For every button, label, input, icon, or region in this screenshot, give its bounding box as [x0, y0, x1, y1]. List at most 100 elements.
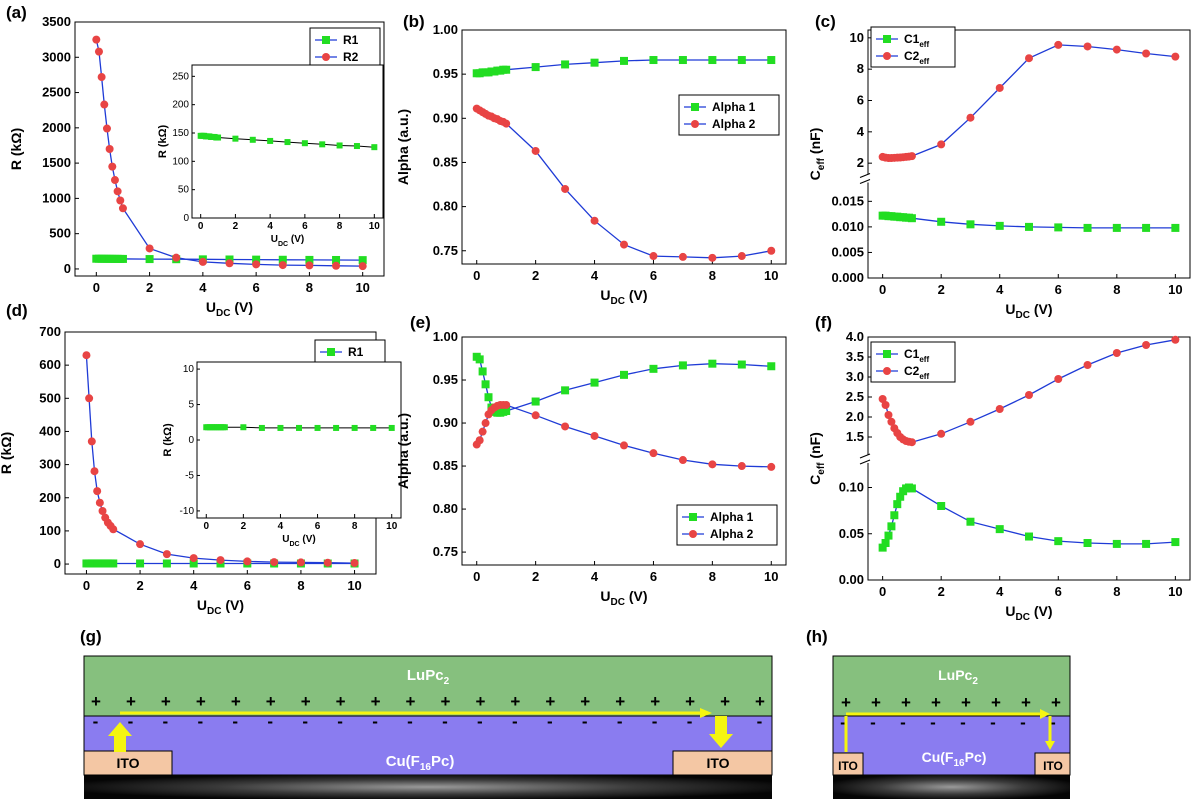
data-point-circle [198, 257, 207, 266]
y-tick-label: 0.95 [433, 66, 458, 81]
negative-charge: - [960, 713, 966, 732]
legend-label: Alpha 2 [712, 117, 756, 131]
data-point-square [907, 214, 916, 223]
data-point-square [561, 60, 570, 69]
negative-charge: - [302, 712, 308, 731]
panel-label-h: (h) [806, 627, 828, 646]
data-point-square [649, 364, 658, 373]
positive-charge: + [266, 692, 276, 711]
y-tick-label: 2.5 [846, 389, 864, 404]
x-tick-label: 0 [93, 280, 100, 295]
data-point-square [162, 559, 171, 568]
x-axis-label: UDC (V) [600, 287, 647, 307]
data-point-circle [966, 417, 975, 426]
data-point-circle [110, 176, 119, 185]
data-point-square [966, 220, 975, 229]
data-point-circle [678, 456, 687, 465]
data-point-circle [767, 246, 776, 255]
data-point-circle [278, 261, 287, 270]
data-point-circle [216, 556, 225, 565]
negative-charge: - [930, 713, 936, 732]
data-point-square [590, 58, 599, 67]
data-point-square [278, 255, 287, 264]
negative-charge: - [267, 712, 273, 731]
positive-charge: + [231, 692, 241, 711]
legend-label: R2 [343, 50, 359, 64]
luPc-layer-h [832, 655, 1071, 717]
positive-charge: + [406, 692, 416, 711]
data-point-square [883, 350, 891, 358]
inset-y-axis-label: R (kΩ) [157, 125, 169, 159]
y-tick-label: 0.00 [839, 572, 864, 587]
inset-bg [197, 362, 401, 518]
x-tick-label: 10 [355, 280, 369, 295]
data-point-circle [531, 411, 540, 420]
data-point-square [189, 559, 198, 568]
y-tick-label: 0.015 [831, 193, 864, 208]
y-tick-label: 3000 [42, 49, 71, 64]
x-tick-label: 0 [879, 282, 886, 297]
negative-charge: - [128, 712, 134, 731]
inset-y-tick-label: 0 [183, 213, 189, 224]
axes-frame [461, 336, 787, 566]
y-tick-label: 2500 [42, 85, 71, 100]
negative-charge: - [900, 713, 906, 732]
y-tick-label: 8 [857, 61, 864, 76]
data-point-circle [322, 53, 330, 61]
ito-label-right-h: ITO [1043, 759, 1063, 773]
x-tick-label: 6 [244, 578, 251, 593]
data-point-circle [172, 253, 181, 262]
y-axis-label: R (kΩ) [0, 432, 14, 474]
extraction-arrowhead-h [1045, 741, 1055, 750]
legend-label: C2eff [904, 49, 929, 66]
data-point-circle [1112, 349, 1121, 357]
x-tick-label: 10 [347, 578, 361, 593]
inset-y-tick-label: -10 [180, 506, 195, 517]
data-point-square [1142, 539, 1151, 548]
axis-break-mark [859, 172, 871, 179]
legend-label: Alpha 2 [710, 527, 754, 541]
y-tick-label: 3.5 [846, 349, 864, 364]
data-point-circle [590, 216, 599, 225]
y-axis-label: Ceff (nF) [807, 128, 827, 181]
y-tick-label: 0.005 [831, 244, 864, 259]
layer-label-cu-g: Cu(F16Pc) [386, 753, 455, 773]
positive-charge: + [371, 692, 381, 711]
data-point-circle [995, 405, 1004, 413]
y-tick-label: 0.05 [839, 526, 864, 541]
data-point-square [502, 406, 511, 415]
data-point-square [1054, 223, 1063, 232]
y-tick-label: 10 [850, 30, 864, 45]
x-tick-label: 6 [315, 521, 321, 532]
negative-charge: - [547, 712, 553, 731]
data-point-square [561, 386, 570, 395]
y-tick-label: 2000 [42, 120, 71, 135]
panel-label-f: (f) [815, 313, 832, 332]
positive-charge: + [91, 692, 101, 711]
positive-charge: + [126, 692, 136, 711]
inset-x-axis-label: UDC (V) [282, 534, 315, 548]
data-point-square [388, 424, 395, 431]
y-tick-label: 500 [39, 390, 61, 405]
negative-charge: - [840, 713, 846, 732]
panel-label-b: (b) [403, 12, 425, 31]
data-point-circle [358, 262, 367, 271]
x-tick-label: 10 [764, 569, 778, 584]
y-tick-label: 0 [54, 556, 61, 571]
x-tick-label: 8 [297, 578, 304, 593]
negative-charge: - [163, 712, 169, 731]
data-point-square [296, 424, 302, 431]
data-point-circle [95, 498, 104, 507]
data-point-circle [737, 462, 746, 471]
data-point-square [531, 63, 540, 72]
x-tick-label: 4 [199, 280, 207, 295]
y-tick-label: 0.95 [433, 372, 458, 387]
x-tick-label: 10 [1168, 584, 1182, 599]
positive-charge: + [720, 692, 730, 711]
y-tick-label: 0 [64, 261, 71, 276]
data-point-circle [478, 427, 487, 436]
legend-box [676, 504, 778, 546]
data-point-circle [92, 35, 101, 44]
data-point-square [649, 56, 658, 65]
data-point-circle [162, 550, 171, 559]
